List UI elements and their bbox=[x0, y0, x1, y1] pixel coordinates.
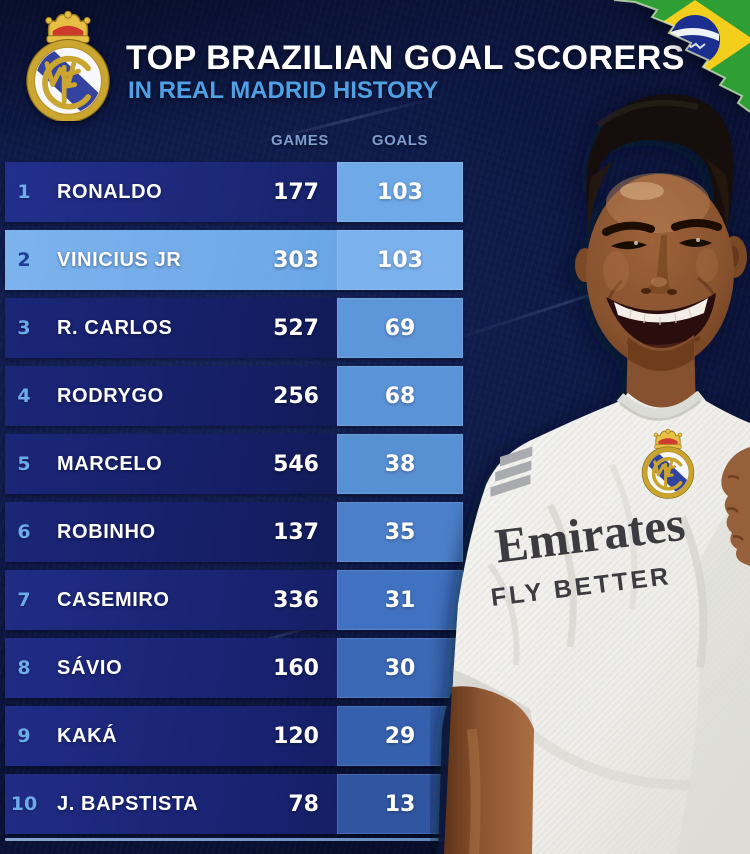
rank-cell: 6 bbox=[17, 521, 31, 543]
rank-cell: 5 bbox=[17, 453, 31, 475]
player-name-cell: KAKÁ bbox=[57, 724, 118, 747]
column-headers: GAMES GOALS bbox=[5, 132, 463, 156]
player-name-cell: RODRYGO bbox=[57, 384, 164, 407]
player-name-cell: J. BAPSTISTA bbox=[57, 792, 199, 815]
rank-cell: 3 bbox=[17, 317, 31, 339]
table-row: 3 R. CARLOS 527 69 bbox=[5, 298, 463, 358]
table-row: 10 J. BAPSTISTA 78 13 bbox=[5, 774, 463, 834]
games-cell: 137 bbox=[273, 519, 319, 545]
header: TOP BRAZILIAN GOAL SCORERS IN REAL MADRI… bbox=[20, 8, 685, 121]
games-cell: 120 bbox=[273, 723, 319, 749]
column-header-games: GAMES bbox=[270, 132, 329, 149]
rank-cell: 10 bbox=[10, 793, 38, 815]
real-madrid-crest-icon bbox=[20, 8, 116, 121]
rank-cell: 4 bbox=[17, 385, 31, 407]
rank-cell: 7 bbox=[17, 589, 31, 611]
rank-cell: 9 bbox=[17, 725, 31, 747]
table-row: 4 RODRYGO 256 68 bbox=[5, 366, 463, 426]
player-name-cell: VINICIUS JR bbox=[57, 248, 182, 271]
games-cell: 256 bbox=[273, 383, 319, 409]
games-cell: 160 bbox=[273, 655, 319, 681]
games-cell: 177 bbox=[273, 179, 319, 205]
player-name-cell: R. CARLOS bbox=[57, 316, 173, 339]
games-cell: 546 bbox=[273, 451, 319, 477]
player-name-cell: SÁVIO bbox=[57, 656, 123, 679]
table-row: 6 ROBINHO 137 35 bbox=[5, 502, 463, 562]
rank-cell: 2 bbox=[17, 249, 31, 271]
rank-cell: 1 bbox=[17, 181, 31, 203]
player-name-cell: CASEMIRO bbox=[57, 588, 170, 611]
games-cell: 527 bbox=[273, 315, 319, 341]
games-cell: 336 bbox=[273, 587, 319, 613]
player-name-cell: ROBINHO bbox=[57, 520, 156, 543]
games-cell: 303 bbox=[273, 247, 319, 273]
table-row: 5 MARCELO 546 38 bbox=[5, 434, 463, 494]
table-row: 9 KAKÁ 120 29 bbox=[5, 706, 463, 766]
brazil-flag-icon bbox=[613, 0, 750, 113]
table-row: 1 RONALDO 177 103 bbox=[5, 162, 463, 222]
table-underline bbox=[5, 838, 463, 841]
player-name-cell: MARCELO bbox=[57, 452, 163, 475]
table-row: 7 CASEMIRO 336 31 bbox=[5, 570, 463, 630]
vinicius-jr-photo: Emirates FLY BETTER bbox=[438, 93, 750, 854]
games-cell: 78 bbox=[288, 791, 319, 817]
table-rows: 1 RONALDO 177 103 2 VINICIUS JR 303 10 3 … bbox=[5, 162, 463, 834]
table-row: 8 SÁVIO 160 30 bbox=[5, 638, 463, 698]
player-name-cell: RONALDO bbox=[57, 180, 163, 203]
table-row: 2 VINICIUS JR 303 103 bbox=[5, 230, 463, 290]
rank-cell: 8 bbox=[17, 657, 31, 679]
scorers-table: GAMES GOALS 1 RONALDO 177 103 2 VINICIUS… bbox=[5, 132, 463, 841]
